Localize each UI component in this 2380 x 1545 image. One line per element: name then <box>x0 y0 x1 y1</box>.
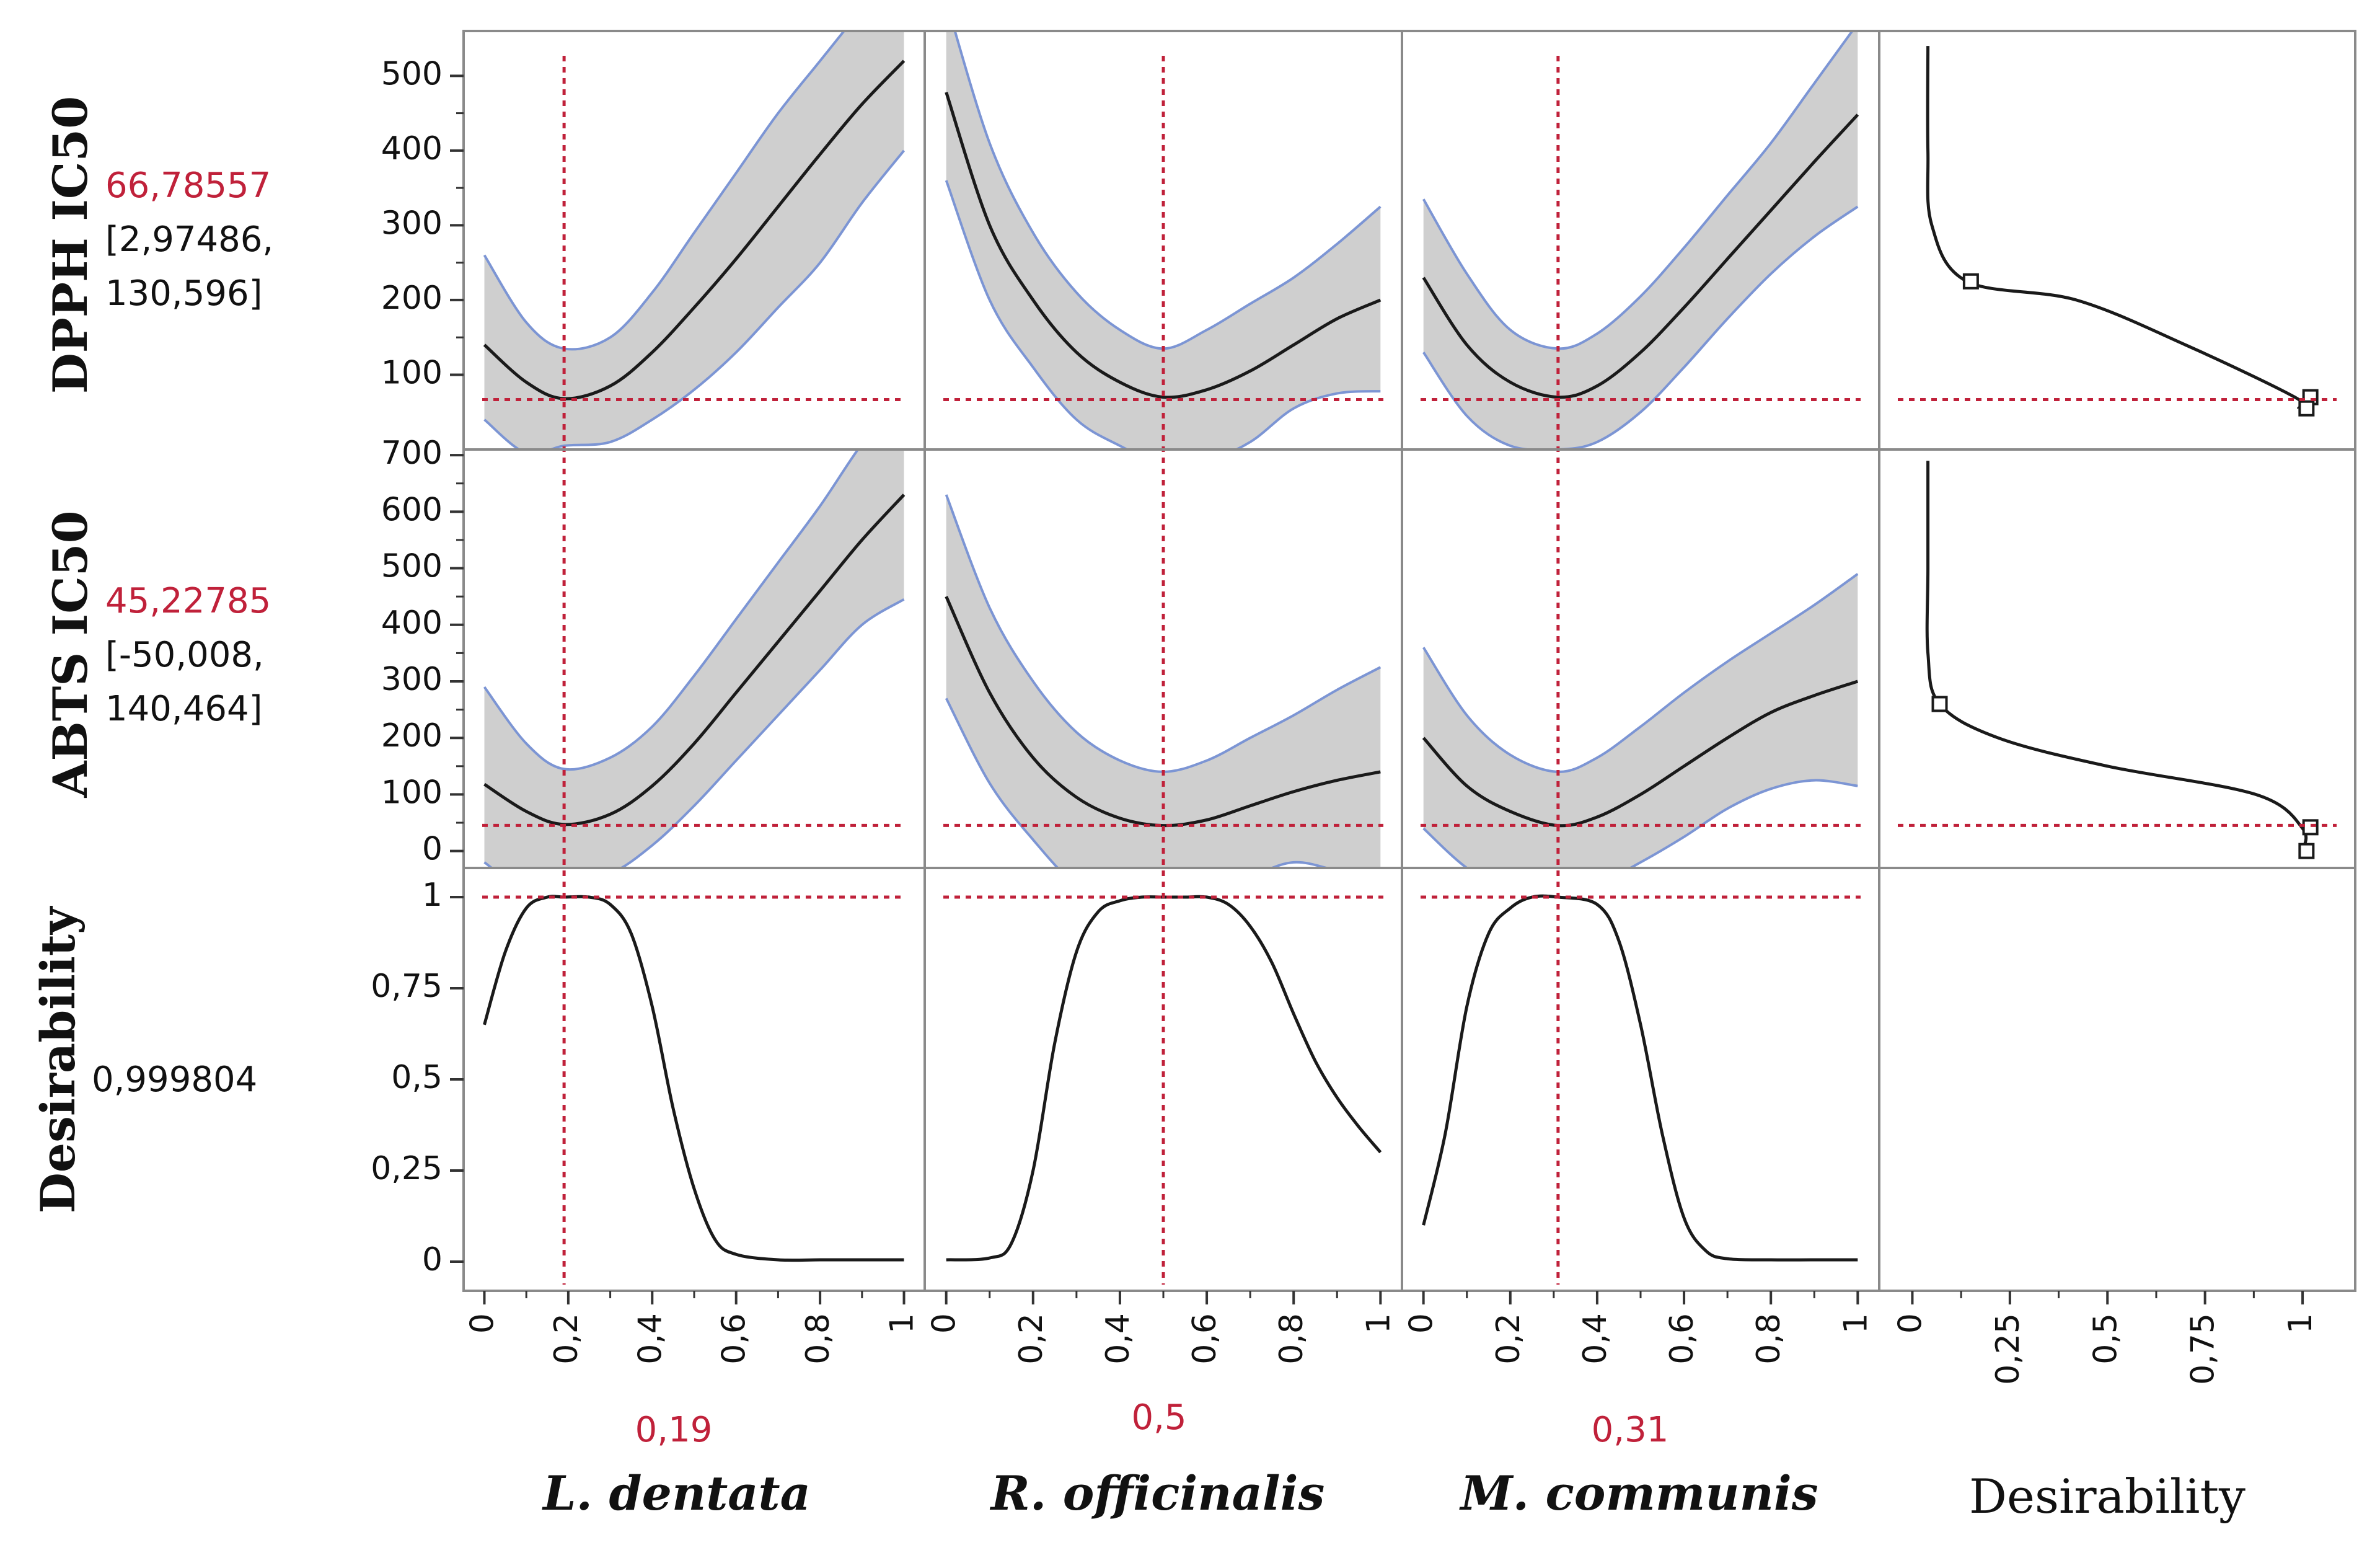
response-label-abts: ABTS IC50 <box>43 511 98 799</box>
dpph-ci-low: [2,97486, <box>105 219 273 260</box>
panel-grid-frame <box>462 30 2356 1292</box>
y-tick-label: 0 <box>422 831 443 868</box>
upper-bound-line-r0-c0 <box>483 31 846 351</box>
x-tick-label: 0,4 <box>1100 1313 1137 1365</box>
y-tick-label: 300 <box>381 661 443 698</box>
x-tick-label: 1 <box>1837 1313 1874 1334</box>
x-tick-label: 0,8 <box>800 1313 837 1365</box>
x-tick-label: 0,2 <box>548 1313 585 1365</box>
confidence-band-r1-c0 <box>484 449 904 868</box>
x-tick-label: 0,8 <box>1750 1313 1787 1365</box>
prediction-curves <box>483 31 2319 1262</box>
x-tick-label: 1 <box>2282 1313 2319 1334</box>
axis-ticks: 100200300400500010020030040050060070000,… <box>371 55 2319 1384</box>
lower-bound-line-r0-c0 <box>483 149 906 449</box>
y-tick-label: 100 <box>381 354 443 391</box>
confidence-band-r1-c2 <box>1423 573 1858 868</box>
response-label-desirability: Desirability <box>30 906 86 1213</box>
desirability-function-r0 <box>1926 46 2306 410</box>
prediction-curve-r1-c0 <box>483 494 906 826</box>
x-tick-label: 0,75 <box>2185 1313 2222 1385</box>
x-tick-label: 0,5 <box>2087 1313 2124 1365</box>
y-tick-label: 600 <box>381 491 443 528</box>
response-label-dpph: DPPH IC50 <box>43 96 98 394</box>
dpph-predicted-value: 66,78557 <box>105 166 271 206</box>
x-tick-label: 0,4 <box>632 1313 669 1365</box>
x-tick-label: 0 <box>464 1313 501 1334</box>
confidence-band-r0-c1 <box>946 31 1381 449</box>
desirability-function-r1 <box>1925 461 2308 852</box>
x-tick-label: 0,6 <box>716 1313 753 1365</box>
confidence-bands <box>484 31 1858 868</box>
x-tick-label: 0,2 <box>1013 1313 1050 1365</box>
x-tick-label: 0,6 <box>1664 1313 1701 1365</box>
factor-current-l-dentata: 0,19 <box>635 1410 713 1450</box>
y-tick-label: 0,75 <box>371 968 443 1005</box>
abts-ci-high: 140,464] <box>105 689 262 729</box>
x-tick-label: 1 <box>1360 1313 1397 1334</box>
factor-label-m-communis: M. communis <box>1458 1466 1818 1521</box>
y-tick-label: 100 <box>381 774 443 811</box>
lower-bound-line-r1-c2 <box>1422 779 1858 868</box>
prediction-curve-r0-c2 <box>1422 113 1859 399</box>
factor-current-r-officinalis: 0,5 <box>1131 1397 1186 1438</box>
x-tick-label: 0,4 <box>1577 1313 1614 1365</box>
lower-bound-line-r0-c1 <box>945 180 1381 449</box>
upper-bound-line-r0-c2 <box>1422 31 1854 350</box>
reference-lines <box>482 56 2337 1285</box>
y-tick-label: 0 <box>422 1241 443 1278</box>
x-tick-label: 0,2 <box>1490 1313 1527 1365</box>
lower-bound-line-r0-c2 <box>1422 205 1859 449</box>
x-tick-label: 0 <box>1892 1313 1929 1334</box>
panel-frame <box>462 30 2356 1292</box>
y-tick-label: 700 <box>381 435 443 472</box>
desirability-axis-label: Desirability <box>1969 1469 2246 1524</box>
x-tick-label: 0,6 <box>1186 1313 1223 1365</box>
y-tick-label: 500 <box>381 55 443 92</box>
lower-bound-line-r1-c1 <box>945 697 1331 868</box>
x-tick-label: 1 <box>884 1313 921 1334</box>
desirability-control-point[interactable] <box>2298 400 2315 417</box>
prediction-curve-r0-c1 <box>945 92 1382 399</box>
lower-bound-line-r1-c0 <box>483 598 905 868</box>
prediction-curve-r0-c0 <box>483 60 906 401</box>
abts-predicted-value: 45,22785 <box>105 581 271 621</box>
desirability-control-point[interactable] <box>2302 819 2319 836</box>
factor-label-l-dentata: L. dentata <box>542 1466 811 1521</box>
y-tick-label: 200 <box>381 717 443 755</box>
desirability-trace-c2 <box>1422 894 1858 1262</box>
prediction-curve-r1-c2 <box>1422 680 1859 828</box>
y-tick-label: 0,25 <box>371 1150 443 1187</box>
y-tick-label: 1 <box>422 877 443 914</box>
desirability-control-point[interactable] <box>1931 696 1948 712</box>
y-tick-label: 500 <box>381 548 443 585</box>
x-tick-label: 0 <box>1403 1313 1440 1334</box>
y-tick-label: 400 <box>381 604 443 642</box>
dpph-ci-high: 130,596] <box>105 273 262 314</box>
desirability-control-point[interactable] <box>2298 843 2315 859</box>
desirability-trace-c0 <box>483 895 904 1262</box>
factor-current-m-communis: 0,31 <box>1592 1410 1669 1450</box>
upper-bound-line-r1-c2 <box>1422 573 1859 773</box>
y-tick-label: 400 <box>381 130 443 167</box>
upper-bound-line-r0-c1 <box>953 31 1382 350</box>
upper-bound-line-r1-c0 <box>483 449 860 771</box>
upper-bound-line-r1-c1 <box>945 494 1382 773</box>
y-tick-label: 0,5 <box>391 1059 443 1096</box>
abts-ci-low: [-50,008, <box>105 635 264 675</box>
y-tick-label: 200 <box>381 280 443 317</box>
desirability-control-point[interactable] <box>1962 273 1979 290</box>
y-tick-label: 300 <box>381 205 443 242</box>
confidence-band-r0-c2 <box>1423 31 1858 449</box>
x-tick-label: 0,25 <box>1990 1313 2027 1385</box>
confidence-band-r1-c1 <box>946 495 1381 868</box>
x-tick-label: 0 <box>926 1313 963 1334</box>
factor-label-r-officinalis: R. officinalis <box>990 1466 1325 1521</box>
x-tick-label: 0,8 <box>1273 1313 1310 1365</box>
overall-desirability-value: 0,999804 <box>92 1060 257 1100</box>
confidence-band-r0-c0 <box>484 31 904 449</box>
